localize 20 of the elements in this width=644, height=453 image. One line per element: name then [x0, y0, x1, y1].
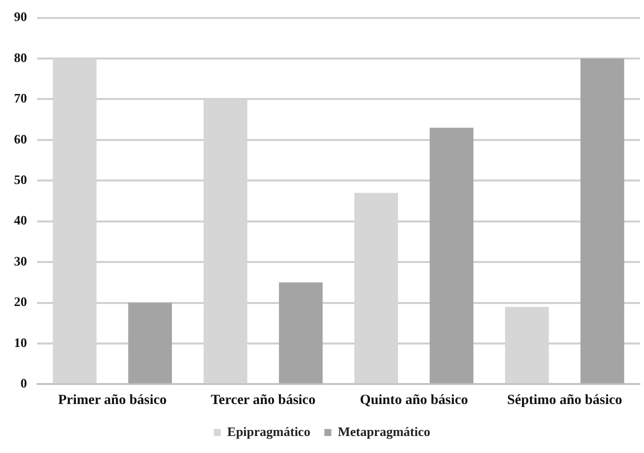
- y-tick-label: 0: [20, 376, 27, 391]
- x-tick-label: Séptimo año básico: [507, 393, 622, 408]
- x-tick-label: Tercer año básico: [210, 393, 316, 408]
- x-tick-label: Quinto año básico: [360, 393, 468, 408]
- y-tick-label: 40: [14, 212, 27, 228]
- y-tick-label: 90: [14, 9, 27, 24]
- legend-label: Metapragmático: [338, 424, 430, 439]
- y-tick-label: 50: [14, 172, 27, 188]
- bar: [128, 302, 172, 384]
- x-tick-label: Primer año básico: [58, 393, 167, 408]
- legend-label: Epipragmático: [227, 424, 310, 439]
- y-tick-label: 20: [14, 294, 27, 310]
- bar: [278, 282, 323, 384]
- y-tick-label: 10: [14, 334, 27, 350]
- y-tick-label: 30: [14, 253, 27, 268]
- y-tick-label: 60: [14, 131, 27, 146]
- bar: [580, 58, 624, 384]
- bar: [430, 128, 474, 384]
- y-tick-label: 80: [14, 50, 27, 65]
- y-tick-label: 70: [14, 90, 27, 106]
